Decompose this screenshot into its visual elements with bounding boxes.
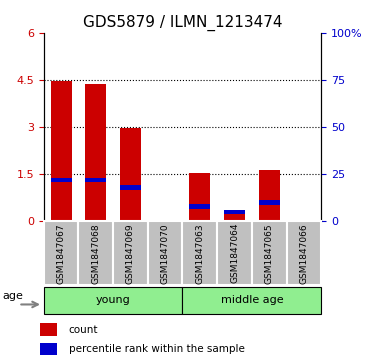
Text: GSM1847070: GSM1847070 xyxy=(161,223,170,284)
Text: GSM1847067: GSM1847067 xyxy=(57,223,66,284)
Text: GSM1847063: GSM1847063 xyxy=(195,223,204,284)
Text: GSM1847068: GSM1847068 xyxy=(91,223,100,284)
Bar xyxy=(259,170,280,221)
Text: age: age xyxy=(2,291,23,301)
FancyBboxPatch shape xyxy=(252,221,287,285)
Bar xyxy=(40,343,57,355)
Text: count: count xyxy=(69,325,98,335)
Bar xyxy=(40,323,57,336)
Text: young: young xyxy=(96,295,131,305)
FancyBboxPatch shape xyxy=(148,221,182,285)
Bar xyxy=(120,185,141,190)
Text: GSM1847069: GSM1847069 xyxy=(126,223,135,284)
FancyBboxPatch shape xyxy=(113,221,148,285)
Text: GSM1847064: GSM1847064 xyxy=(230,223,239,284)
FancyBboxPatch shape xyxy=(182,287,321,314)
Bar xyxy=(85,83,106,221)
Bar xyxy=(51,178,72,182)
Bar xyxy=(224,210,245,214)
FancyBboxPatch shape xyxy=(217,221,252,285)
FancyBboxPatch shape xyxy=(78,221,113,285)
Bar xyxy=(51,81,72,221)
Text: middle age: middle age xyxy=(220,295,283,305)
FancyBboxPatch shape xyxy=(287,221,321,285)
Bar xyxy=(85,178,106,182)
Bar xyxy=(189,173,210,221)
FancyBboxPatch shape xyxy=(44,221,78,285)
FancyBboxPatch shape xyxy=(44,287,182,314)
Bar xyxy=(120,128,141,221)
Text: GSM1847066: GSM1847066 xyxy=(299,223,308,284)
Text: percentile rank within the sample: percentile rank within the sample xyxy=(69,344,245,354)
Bar xyxy=(224,213,245,221)
Bar xyxy=(259,200,280,205)
FancyBboxPatch shape xyxy=(182,221,217,285)
Title: GDS5879 / ILMN_1213474: GDS5879 / ILMN_1213474 xyxy=(83,15,282,31)
Bar xyxy=(189,204,210,209)
Text: GSM1847065: GSM1847065 xyxy=(265,223,274,284)
